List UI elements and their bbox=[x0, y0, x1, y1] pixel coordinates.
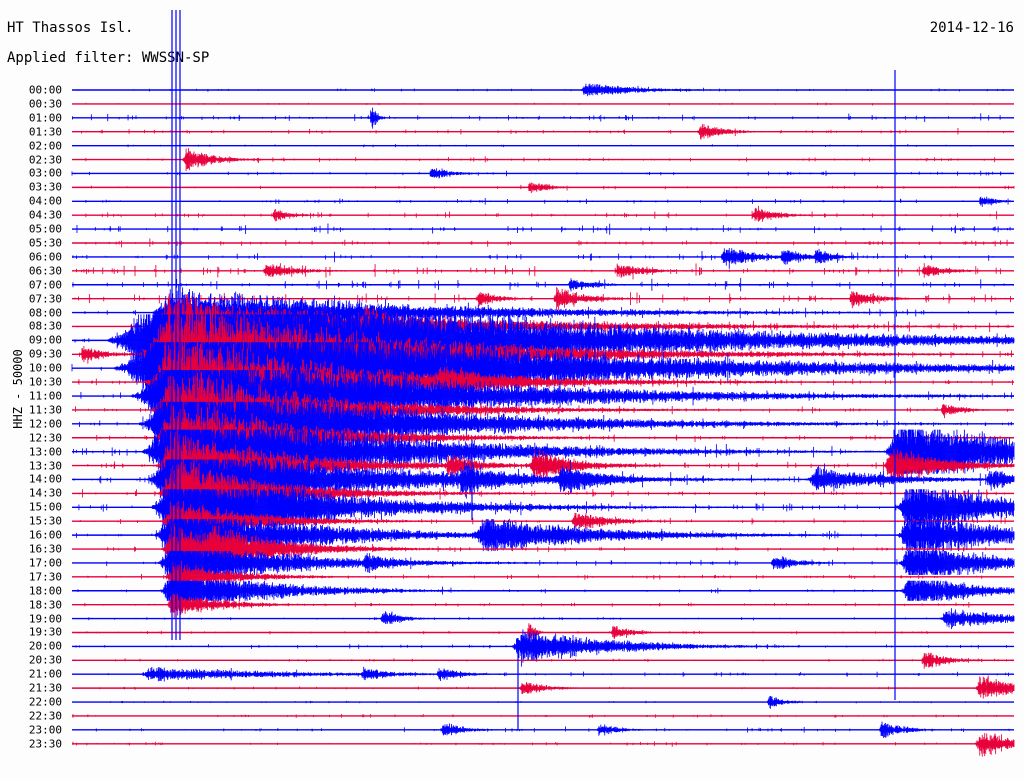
trace-row bbox=[72, 696, 1014, 709]
trace-row bbox=[72, 182, 1014, 193]
trace-row bbox=[72, 144, 1014, 147]
trace-row bbox=[72, 722, 1014, 738]
trace-row bbox=[72, 239, 1014, 248]
trace-row bbox=[72, 733, 1014, 757]
trace-row bbox=[72, 168, 1014, 178]
trace-row bbox=[72, 551, 1014, 575]
trace-row bbox=[72, 124, 1014, 139]
trace-row bbox=[72, 206, 1014, 222]
trace-row bbox=[72, 224, 1014, 235]
trace-row bbox=[72, 197, 1014, 207]
trace-row bbox=[72, 581, 1014, 601]
trace-row bbox=[72, 102, 1014, 105]
trace-row bbox=[72, 714, 1014, 718]
trace-row bbox=[72, 667, 1014, 682]
trace-row bbox=[72, 676, 1014, 699]
trace-row bbox=[72, 248, 1014, 269]
trace-row bbox=[72, 108, 1014, 129]
trace-row bbox=[72, 263, 1014, 279]
trace-row bbox=[72, 608, 1014, 629]
trace-row bbox=[72, 84, 1014, 97]
trace-row bbox=[72, 278, 1014, 291]
trace-row bbox=[72, 148, 1014, 171]
